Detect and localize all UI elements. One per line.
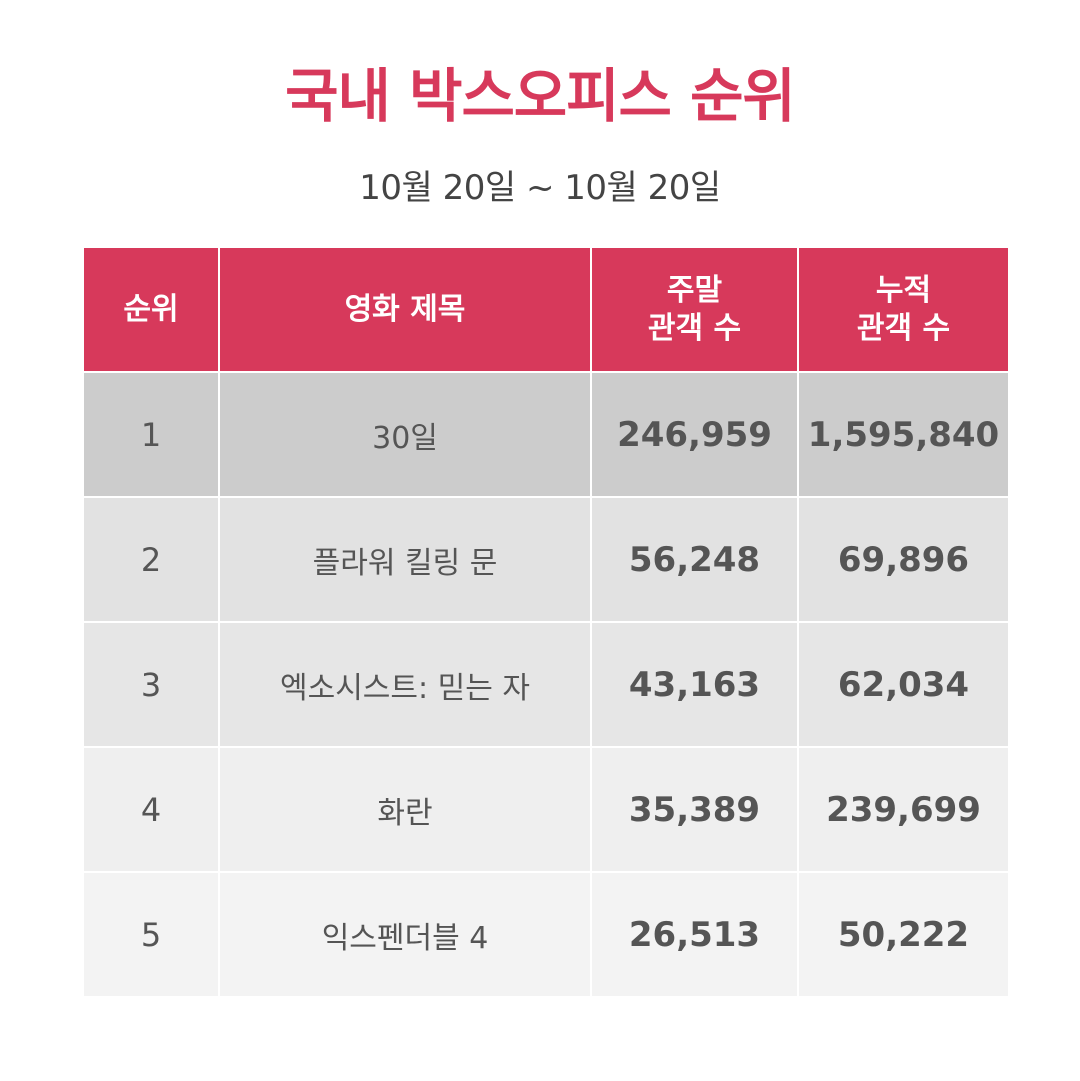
header-weekend-line2: 관객 수 <box>647 310 742 346</box>
rank-cell: 1 <box>84 373 220 496</box>
weekend-audience-cell: 35,389 <box>592 748 799 871</box>
total-audience-cell: 69,896 <box>837 539 970 580</box>
table-row: 2 플라워 킬링 문 56,248 69,896 <box>84 498 1008 623</box>
box-office-table: 순위 영화 제목 주말 관객 수 누적 관객 수 1 30일 246,959 1… <box>84 248 1008 998</box>
table-row: 5 익스펜더블 4 26,513 50,222 <box>84 873 1008 998</box>
table-row: 3 엑소시스트: 믿는 자 43,163 62,034 <box>84 623 1008 748</box>
weekend-audience-cell: 56,248 <box>592 498 799 621</box>
movie-title-cell: 익스펜더블 4 <box>220 873 592 996</box>
weekend-audience-cell: 43,163 <box>592 623 799 746</box>
header-total-line2: 관객 수 <box>856 310 951 346</box>
total-audience-cell: 62,034 <box>837 664 970 705</box>
total-audience-cell: 1,595,840 <box>807 414 1000 455</box>
movie-title-cell: 플라워 킬링 문 <box>220 498 592 621</box>
header-weekend-line1: 주말 <box>666 272 723 308</box>
header-movie-title: 영화 제목 <box>220 248 592 371</box>
header-total-line1: 누적 <box>875 272 932 308</box>
movie-title-cell: 화란 <box>220 748 592 871</box>
total-audience-cell: 239,699 <box>826 789 981 830</box>
header-rank: 순위 <box>84 248 220 371</box>
total-audience-cell: 50,222 <box>837 914 970 955</box>
rank-cell: 2 <box>84 498 220 621</box>
header-rank-label: 순위 <box>123 291 179 327</box>
rank-cell: 4 <box>84 748 220 871</box>
header-movie-title-label: 영화 제목 <box>344 291 466 327</box>
weekend-audience-cell: 26,513 <box>592 873 799 996</box>
date-range: 10월 20일 ~ 10월 20일 <box>359 168 721 208</box>
table-row: 1 30일 246,959 1,595,840 <box>84 373 1008 498</box>
header-weekend-audience: 주말 관객 수 <box>592 248 799 371</box>
page-title: 국내 박스오피스 순위 <box>285 62 796 130</box>
table-row: 4 화란 35,389 239,699 <box>84 748 1008 873</box>
weekend-audience-cell: 246,959 <box>592 373 799 496</box>
header-total-audience: 누적 관객 수 <box>799 248 1008 371</box>
rank-cell: 3 <box>84 623 220 746</box>
movie-title-cell: 엑소시스트: 믿는 자 <box>220 623 592 746</box>
rank-cell: 5 <box>84 873 220 996</box>
table-header-row: 순위 영화 제목 주말 관객 수 누적 관객 수 <box>84 248 1008 373</box>
movie-title-cell: 30일 <box>220 373 592 496</box>
